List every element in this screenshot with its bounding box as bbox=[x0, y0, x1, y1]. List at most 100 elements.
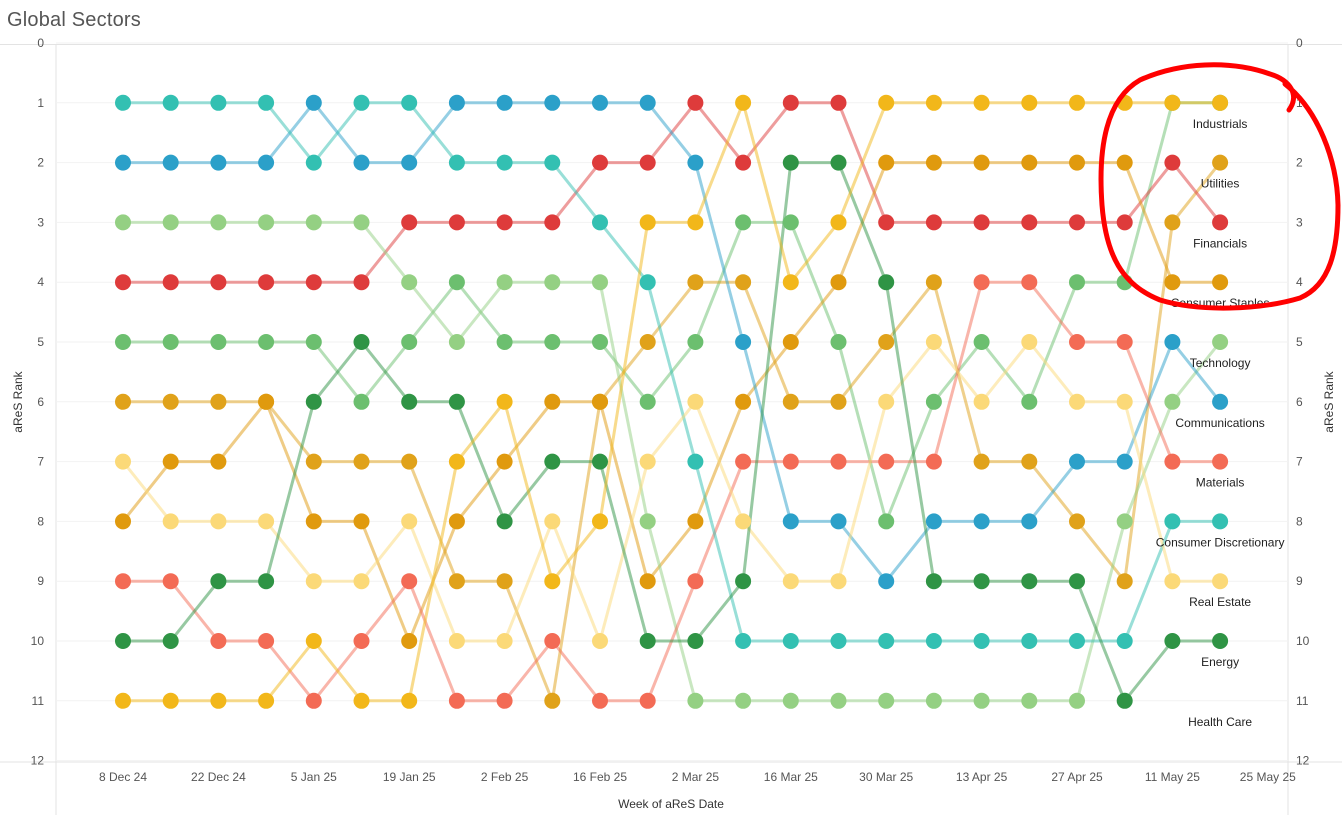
chart-frame bbox=[0, 42, 1342, 815]
end-label: Communications bbox=[1175, 416, 1264, 430]
point-industrials bbox=[782, 214, 799, 231]
end-label: Financials bbox=[1193, 236, 1247, 250]
point-consumer-discretionary bbox=[1212, 513, 1229, 530]
point-health-care bbox=[162, 692, 179, 709]
point-real-estate bbox=[592, 633, 608, 649]
point-materials bbox=[878, 453, 895, 470]
point-technology bbox=[1212, 334, 1229, 350]
point-materials bbox=[639, 692, 656, 709]
point-technology bbox=[973, 692, 990, 709]
point-consumer-staples bbox=[1021, 154, 1038, 171]
point-consumer-discretionary bbox=[258, 94, 275, 111]
end-label: Real Estate bbox=[1189, 595, 1251, 609]
point-financials bbox=[258, 274, 275, 291]
point-consumer-staples bbox=[115, 513, 131, 530]
point-materials bbox=[973, 274, 990, 291]
point-communications bbox=[687, 154, 704, 171]
point-health-care bbox=[448, 453, 465, 470]
y-tick-label: 11 bbox=[1296, 694, 1309, 708]
point-industrials bbox=[973, 334, 990, 350]
point-communications bbox=[830, 513, 847, 530]
point-technology bbox=[687, 692, 704, 709]
point-financials bbox=[544, 214, 561, 231]
point-health-care bbox=[210, 692, 227, 709]
point-utilities bbox=[448, 573, 465, 590]
point-industrials bbox=[115, 334, 131, 350]
point-materials bbox=[353, 633, 370, 649]
point-communications bbox=[353, 154, 370, 171]
point-utilities bbox=[544, 692, 561, 709]
point-technology bbox=[544, 274, 561, 291]
point-industrials bbox=[1069, 274, 1085, 291]
x-tick-label: 30 Mar 25 bbox=[859, 770, 913, 784]
point-utilities bbox=[401, 453, 418, 470]
series-line-utilities bbox=[123, 161, 1222, 703]
y-tick-label: 1 bbox=[1296, 96, 1303, 110]
point-materials bbox=[162, 573, 179, 590]
point-utilities bbox=[1069, 513, 1085, 530]
point-materials bbox=[1021, 274, 1038, 291]
point-energy bbox=[782, 154, 799, 171]
point-consumer-discretionary bbox=[878, 633, 895, 649]
series-points bbox=[115, 94, 1229, 709]
point-energy bbox=[1116, 692, 1133, 709]
point-consumer-discretionary bbox=[1069, 633, 1085, 649]
point-industrials bbox=[353, 393, 370, 410]
point-communications bbox=[592, 94, 608, 111]
point-consumer-discretionary bbox=[639, 274, 656, 291]
point-communications bbox=[544, 94, 561, 111]
end-label: Health Care bbox=[1188, 715, 1252, 729]
point-consumer-discretionary bbox=[1164, 513, 1181, 530]
point-consumer-discretionary bbox=[735, 633, 752, 649]
point-materials bbox=[830, 453, 847, 470]
point-health-care bbox=[592, 513, 608, 530]
point-financials bbox=[115, 274, 131, 291]
point-energy bbox=[1021, 573, 1038, 590]
point-communications bbox=[1069, 453, 1085, 470]
point-financials bbox=[830, 94, 847, 111]
series-line-materials bbox=[123, 280, 1221, 703]
point-energy bbox=[115, 633, 131, 649]
point-financials bbox=[878, 214, 895, 231]
point-technology bbox=[448, 334, 465, 350]
point-consumer-discretionary bbox=[115, 94, 131, 111]
point-industrials bbox=[401, 334, 418, 350]
point-materials bbox=[735, 453, 752, 470]
point-consumer-discretionary bbox=[782, 633, 799, 649]
point-technology bbox=[878, 692, 895, 709]
point-technology bbox=[162, 214, 179, 231]
page-title: Global Sectors bbox=[7, 9, 141, 31]
point-materials bbox=[782, 453, 799, 470]
point-financials bbox=[973, 214, 990, 231]
point-financials bbox=[735, 154, 752, 171]
x-axis: 8 Dec 24 22 Dec 24 5 Jan 25 19 Jan 25 2 Feb … bbox=[99, 770, 1296, 784]
y-tick-label: 2 bbox=[37, 156, 44, 170]
point-consumer-discretionary bbox=[687, 453, 704, 470]
x-tick-label: 11 May 25 bbox=[1145, 770, 1200, 784]
point-industrials bbox=[1021, 393, 1038, 410]
point-energy bbox=[687, 633, 704, 649]
point-real-estate bbox=[1164, 573, 1181, 590]
x-tick-label: 8 Dec 24 bbox=[99, 770, 147, 784]
point-technology bbox=[735, 692, 752, 709]
point-real-estate bbox=[305, 573, 322, 590]
point-materials bbox=[1116, 334, 1133, 350]
point-materials bbox=[210, 633, 227, 649]
y-tick-label: 12 bbox=[31, 754, 45, 768]
point-energy bbox=[1069, 573, 1085, 590]
point-materials bbox=[115, 573, 131, 590]
point-materials bbox=[496, 692, 513, 709]
y-axis-label-right: aReS Rank bbox=[1322, 370, 1336, 432]
point-energy bbox=[162, 633, 179, 649]
point-industrials bbox=[258, 334, 275, 350]
point-consumer-staples bbox=[162, 453, 179, 470]
point-energy bbox=[448, 393, 465, 410]
title-divider bbox=[0, 44, 1342, 45]
point-utilities bbox=[210, 393, 227, 410]
point-industrials bbox=[592, 334, 608, 350]
point-consumer-staples bbox=[830, 274, 847, 291]
point-materials bbox=[592, 692, 608, 709]
annotation-red-circle bbox=[1098, 62, 1341, 311]
point-health-care bbox=[305, 633, 322, 649]
